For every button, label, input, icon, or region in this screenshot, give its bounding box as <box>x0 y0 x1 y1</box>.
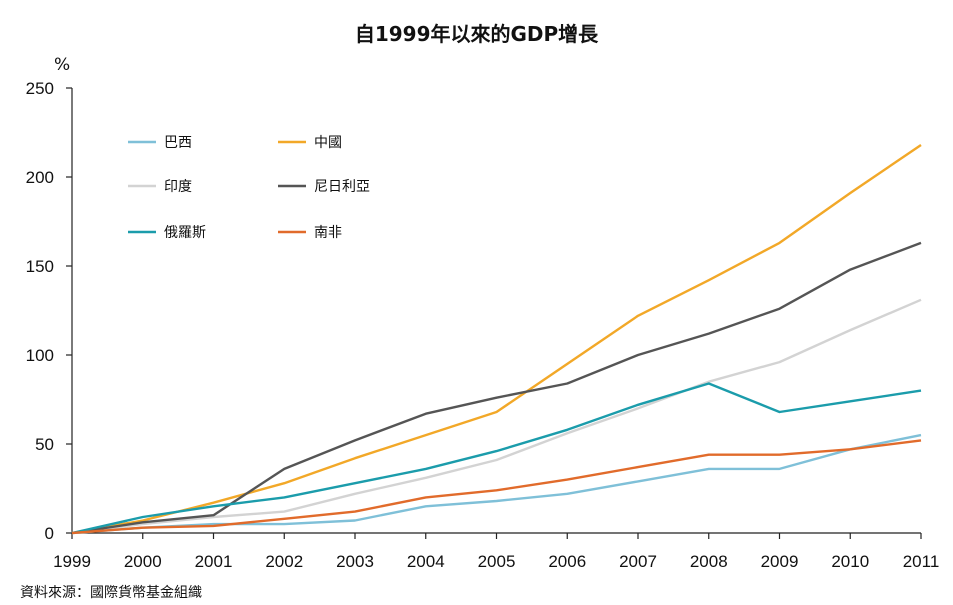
x-tick-label: 2007 <box>619 552 657 571</box>
legend-label: 中國 <box>314 135 342 151</box>
y-axis-unit-label: % <box>54 55 71 75</box>
series-lines <box>71 144 922 535</box>
axes: 0 50 100 150 200 250 1999 2000 2001 2002 2003 2004 2… <box>26 79 940 571</box>
x-tick-label: 2000 <box>124 552 162 571</box>
x-tick-label: 2001 <box>195 552 233 571</box>
series-line-5 <box>71 439 922 535</box>
chart-title: 自1999年以來的GDP增長 <box>354 22 599 46</box>
x-tick-label: 2004 <box>407 552 445 571</box>
x-tick-label: 2009 <box>761 552 799 571</box>
y-tick-label: 150 <box>26 257 54 276</box>
x-tick-label: 2005 <box>478 552 516 571</box>
y-tick-label: 100 <box>26 346 54 365</box>
legend-label: 俄羅斯 <box>164 225 206 241</box>
series-line-1 <box>71 144 922 535</box>
x-tick-label: 2008 <box>690 552 728 571</box>
series-line-4 <box>71 382 922 535</box>
y-tick-label: 0 <box>45 524 54 543</box>
x-tick-label: 2006 <box>548 552 586 571</box>
y-tick-label: 250 <box>26 79 54 98</box>
legend-label: 印度 <box>164 179 192 195</box>
x-tick-label: 2003 <box>336 552 374 571</box>
y-tick-label: 200 <box>26 168 54 187</box>
y-tick-label: 50 <box>35 435 54 454</box>
series-line-3 <box>71 241 922 535</box>
source-note: 資料來源：國際貨幣基金組織 <box>20 585 202 601</box>
series-line-0 <box>71 433 922 535</box>
x-tick-label: 2011 <box>903 552 940 571</box>
legend-label: 巴西 <box>164 135 192 151</box>
legend-label: 尼日利亞 <box>314 179 370 195</box>
x-tick-label: 1999 <box>53 552 91 571</box>
x-tick-label: 2010 <box>831 552 869 571</box>
series-line-2 <box>71 298 922 535</box>
legend-label: 南非 <box>314 225 342 241</box>
x-tick-label: 2002 <box>265 552 303 571</box>
